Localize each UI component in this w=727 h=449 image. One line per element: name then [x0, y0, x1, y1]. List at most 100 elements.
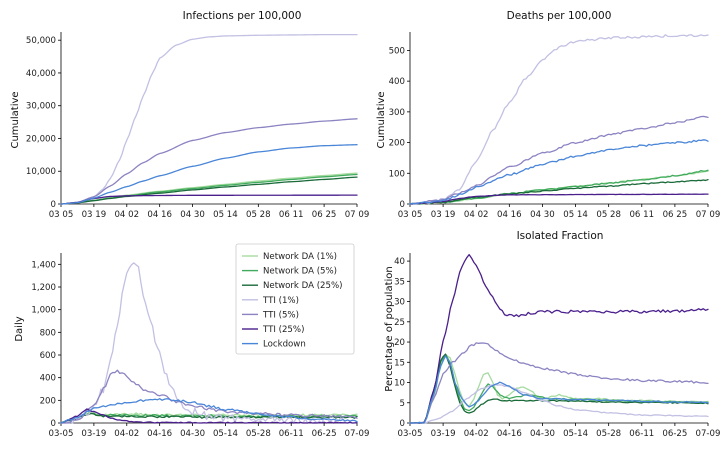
x-tick-label: 05 28	[246, 210, 271, 220]
series-line-network-da-25	[60, 412, 358, 424]
x-tick-label: 03 05	[49, 210, 74, 220]
x-tick-label: 07-09	[696, 429, 721, 439]
y-tick-label: 1,400	[31, 260, 56, 270]
legend-entry-label: TTI (1%)	[262, 296, 299, 306]
y-tick-label: 40	[394, 257, 405, 267]
series-line-lockdown	[60, 144, 358, 205]
x-tick-label: 03-19	[431, 429, 456, 439]
x-tick-label: 06 25	[663, 210, 688, 220]
x-tick-label: 03 19	[82, 210, 107, 220]
x-tick-label: 04 16	[497, 210, 522, 220]
legend-entry-label: Network DA (25%)	[263, 281, 343, 291]
series-line-tti-5	[60, 118, 358, 205]
x-tick-label: 05 28	[596, 210, 621, 220]
series-line-tti-25	[409, 193, 709, 205]
y-axis-label: Daily	[14, 316, 25, 341]
x-tick-label: 05-28	[596, 429, 621, 439]
x-tick-label: 06-11	[629, 429, 654, 439]
y-tick-label: 500	[389, 46, 405, 56]
legend-entry-label: TTI (5%)	[262, 310, 299, 320]
y-tick-label: 0	[51, 419, 56, 429]
y-tick-label: 10,000	[26, 167, 56, 177]
y-tick-label: 200	[389, 139, 405, 149]
series-line-tti-1	[60, 33, 358, 205]
series-line-network-da-5	[409, 169, 709, 205]
legend-entries: Network DA (1%) Network DA (5%) Network DA…	[242, 252, 343, 350]
x-tick-label: 03-19	[81, 429, 106, 439]
series-line-tti-5	[60, 369, 358, 424]
y-tick-label: 1,200	[31, 283, 56, 293]
y-axis-label: Percentage of population	[384, 266, 395, 391]
x-tick-label: 05 14	[563, 210, 588, 220]
y-tick-label: 100	[389, 169, 405, 179]
series-line-tti-1	[409, 34, 709, 205]
x-tick-label: 04-30	[530, 429, 555, 439]
x-tick-label: 07 09	[696, 210, 721, 220]
plot-area: 0 200 400 600 800 1,000 1,200 1,400 03-05 03-19 04…	[31, 253, 369, 439]
y-tick-label: 30,000	[26, 102, 56, 112]
y-tick-label: 25	[394, 318, 405, 328]
y-tick-label: 800	[40, 328, 56, 338]
x-tick-label: 06-25	[662, 429, 687, 439]
x-tick-label: 04 30	[530, 210, 555, 220]
y-tick-label: 10	[394, 379, 405, 389]
y-tick-label: 20,000	[26, 134, 56, 144]
y-tick-label: 400	[40, 374, 56, 384]
y-tick-label: 0	[400, 200, 405, 210]
legend-entry-label: Network DA (5%)	[263, 267, 337, 277]
x-tick-label: 03 05	[398, 210, 423, 220]
series-line-tti-25	[409, 253, 709, 424]
x-tick-label: 03-05	[398, 429, 423, 439]
series-line-network-da-1	[409, 353, 709, 424]
x-tick-label: 06-11	[279, 429, 304, 439]
series-line-tti-5	[409, 342, 709, 424]
y-tick-label: 0	[400, 419, 405, 429]
x-tick-label: 07-09	[345, 429, 370, 439]
panel-title: Deaths per 100,000	[507, 10, 612, 22]
series-line-network-da-25	[409, 178, 709, 205]
series-line-tti-1	[409, 384, 709, 424]
x-tick-label: 04-16	[497, 429, 522, 439]
panel-infections-cumulative: Infections per 100,000 Cumulative 0 10,00…	[10, 10, 369, 220]
y-tick-label: 0	[51, 200, 56, 210]
x-tick-label: 05-14	[563, 429, 588, 439]
legend-frame	[235, 243, 355, 355]
plot-area: 0 5 10 15 20 25 30 35 40 03-05 03-19 04-02 04-16 04-3…	[394, 253, 720, 439]
series-line-lockdown	[409, 139, 709, 205]
series-line-lockdown	[409, 355, 709, 424]
panel-title: Isolated Fraction	[517, 230, 604, 242]
legend-entry-label: Lockdown	[263, 340, 306, 350]
x-tick-label: 06 11	[629, 210, 654, 220]
series-line-lockdown	[60, 398, 358, 424]
y-tick-label: 300	[389, 108, 405, 118]
x-tick-label: 05-14	[213, 429, 238, 439]
x-tick-label: 04-02	[464, 429, 489, 439]
legend: Network DA (1%) Network DA (5%) Network DA…	[235, 243, 355, 355]
legend-entry-label: TTI (25%)	[262, 325, 304, 335]
x-tick-label: 07 09	[345, 210, 370, 220]
x-tick-label: 03-05	[49, 429, 74, 439]
series-line-network-da-25	[409, 353, 709, 424]
x-tick-label: 05-28	[246, 429, 271, 439]
y-tick-label: 20	[394, 338, 405, 348]
x-tick-label: 04 02	[464, 210, 489, 220]
panel-title: Infections per 100,000	[183, 10, 302, 22]
plot-area: 0 10,000 20,000 30,000 40,000 50,000 03 05 03 1…	[26, 32, 369, 220]
x-tick-label: 06-25	[312, 429, 337, 439]
y-axis-label: Cumulative	[10, 91, 21, 148]
y-tick-label: 200	[40, 396, 56, 406]
y-axis-label: Cumulative	[376, 91, 387, 148]
x-tick-label: 04 16	[147, 210, 172, 220]
y-tick-label: 15	[394, 358, 405, 368]
x-tick-label: 04-02	[114, 429, 139, 439]
series-line-tti-25	[60, 194, 358, 205]
y-tick-label: 40,000	[26, 69, 56, 79]
plot-area: 0 100 200 300 400 500 03 05 03 19 04 02 04 16 04 3…	[389, 32, 721, 220]
x-tick-label: 03 19	[431, 210, 456, 220]
y-tick-label: 50,000	[26, 36, 56, 46]
x-tick-label: 04 02	[114, 210, 139, 220]
y-tick-label: 600	[40, 351, 56, 361]
x-tick-label: 06 25	[312, 210, 337, 220]
